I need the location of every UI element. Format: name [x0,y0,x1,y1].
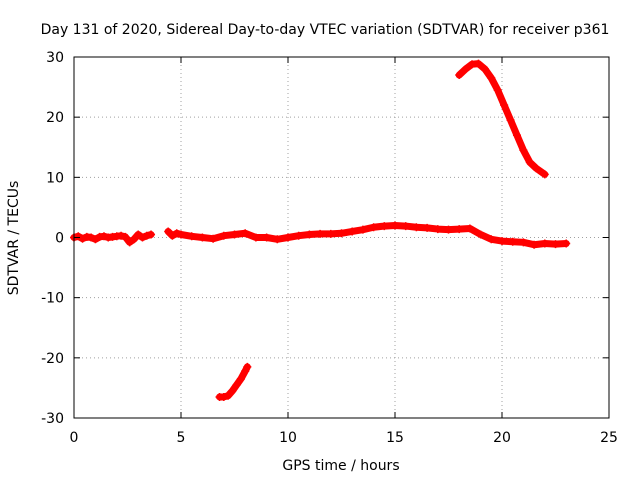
data-point [219,392,228,401]
data-point [540,239,549,248]
x-tick-label: 10 [279,430,297,446]
data-point [525,158,534,167]
data-point [358,225,367,234]
data-point [305,230,314,239]
data-point [506,116,515,125]
data-point [391,221,399,230]
series-band [164,221,570,249]
data-point [369,223,378,232]
data-point [224,391,233,400]
data-point [91,235,100,244]
data-point [87,233,96,242]
data-point [117,231,126,240]
x-tick-label: 25 [600,430,618,446]
data-point [380,222,389,231]
data-point [512,131,521,140]
data-point [284,233,292,242]
x-tick-label: 20 [493,430,511,446]
data-point [177,230,185,239]
data-point [134,230,143,239]
data-point [540,170,549,179]
data-point [172,229,181,238]
data-point [487,74,496,83]
data-point [508,237,517,246]
data-series [70,59,571,401]
data-point [412,223,421,232]
data-point [530,240,539,249]
data-point [168,231,177,240]
data-point [198,233,207,242]
data-point [99,232,108,241]
data-point [487,235,496,244]
data-point [142,231,151,240]
x-tick-label: 15 [386,430,404,446]
data-point [433,225,442,234]
series-1 [164,221,571,249]
data-point [273,235,282,244]
series-0 [70,230,156,247]
y-tick-label: 30 [46,50,64,66]
data-point [498,237,506,246]
y-tick-label: 10 [46,170,64,186]
data-point [228,386,237,395]
data-point [209,234,218,243]
data-point [294,231,303,240]
data-point [461,65,470,74]
data-point [241,367,250,376]
data-point [138,233,147,242]
data-point [219,231,228,240]
x-axis-label: GPS time / hours [282,458,399,474]
data-point [251,233,260,242]
y-tick-label: -20 [41,351,64,367]
data-point [164,227,173,236]
series-3 [215,362,252,401]
data-point [480,65,489,74]
axis-ticks: 0 5 10 15 20 25 -30 -20 -10 0 10 20 30 [41,50,618,446]
data-point [187,232,196,241]
x-tick-label: 5 [177,430,186,446]
chart-title: Day 131 of 2020, Sidereal Day-to-day VTE… [41,22,610,38]
data-point [262,233,271,242]
data-point [500,101,509,110]
data-point [74,232,83,241]
data-point [241,229,250,238]
grid-lines [74,57,609,418]
data-point [348,227,357,236]
data-point [236,374,245,383]
data-point [121,232,130,241]
data-point [125,238,134,247]
data-point [465,224,474,233]
data-point [337,229,346,238]
data-point [326,229,335,238]
data-point [401,222,410,231]
data-point [230,230,239,239]
data-point [129,235,138,244]
y-tick-label: 20 [46,110,64,126]
data-point [476,230,485,239]
series-2 [455,59,549,179]
data-point [78,234,87,243]
data-point [519,146,528,155]
y-axis-label: SDTVAR / TECUs [6,181,22,296]
data-point [455,71,464,80]
data-point [562,239,571,248]
y-tick-label: -10 [41,291,64,307]
data-point [243,362,252,371]
data-point [455,225,464,234]
data-point [519,238,528,247]
data-point [147,230,156,239]
data-point [423,223,432,232]
y-tick-label: -30 [41,411,64,427]
data-point [474,59,483,68]
data-point [316,229,325,238]
data-point [551,240,560,249]
x-tick-label: 0 [70,430,79,446]
data-point [232,380,241,389]
data-point [493,86,502,95]
data-point [532,164,541,173]
data-point [444,225,453,234]
y-tick-label: 0 [55,231,64,247]
